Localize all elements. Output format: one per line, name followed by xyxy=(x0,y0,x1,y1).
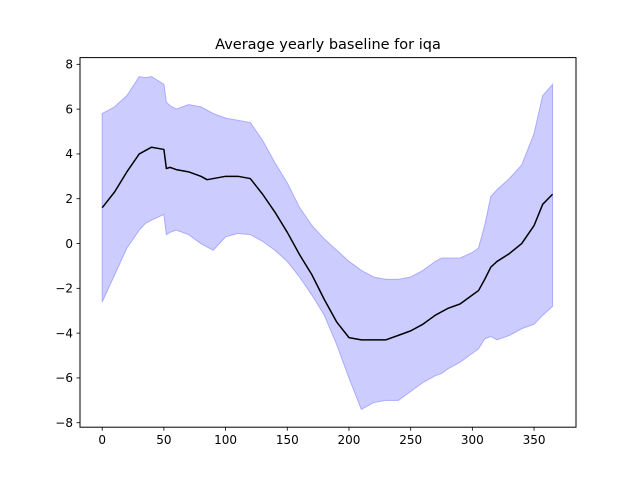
y-tick-label: 4 xyxy=(65,147,73,161)
axes-frame xyxy=(79,57,577,428)
y-tick-label: 6 xyxy=(65,102,73,116)
x-tick-label: 50 xyxy=(156,433,171,447)
confidence-band xyxy=(101,76,554,410)
mean-line xyxy=(101,146,554,341)
y-tick-label: −8 xyxy=(55,416,73,430)
y-tick-label: −4 xyxy=(55,326,73,340)
y-tick-label: 2 xyxy=(65,192,73,206)
x-tick-label: 150 xyxy=(276,433,299,447)
x-tick-label: 250 xyxy=(399,433,422,447)
chart-title: Average yearly baseline for iqa xyxy=(215,37,441,53)
x-tick-label: 0 xyxy=(98,433,106,447)
y-tick-label: 0 xyxy=(65,237,73,251)
x-tick-label: 350 xyxy=(523,433,546,447)
plot-area xyxy=(101,76,554,410)
x-tick-label: 100 xyxy=(214,433,237,447)
x-tick-label: 200 xyxy=(338,433,361,447)
y-tick-label: 8 xyxy=(65,58,73,72)
y-tick-label: −2 xyxy=(55,282,73,296)
y-tick-label: −6 xyxy=(55,371,73,385)
x-tick-label: 300 xyxy=(461,433,484,447)
axis-ticks: 0 50 100 150 200 250 300 350 −8 −6 −4 −2 0 2 4 6 8 xyxy=(55,58,545,448)
